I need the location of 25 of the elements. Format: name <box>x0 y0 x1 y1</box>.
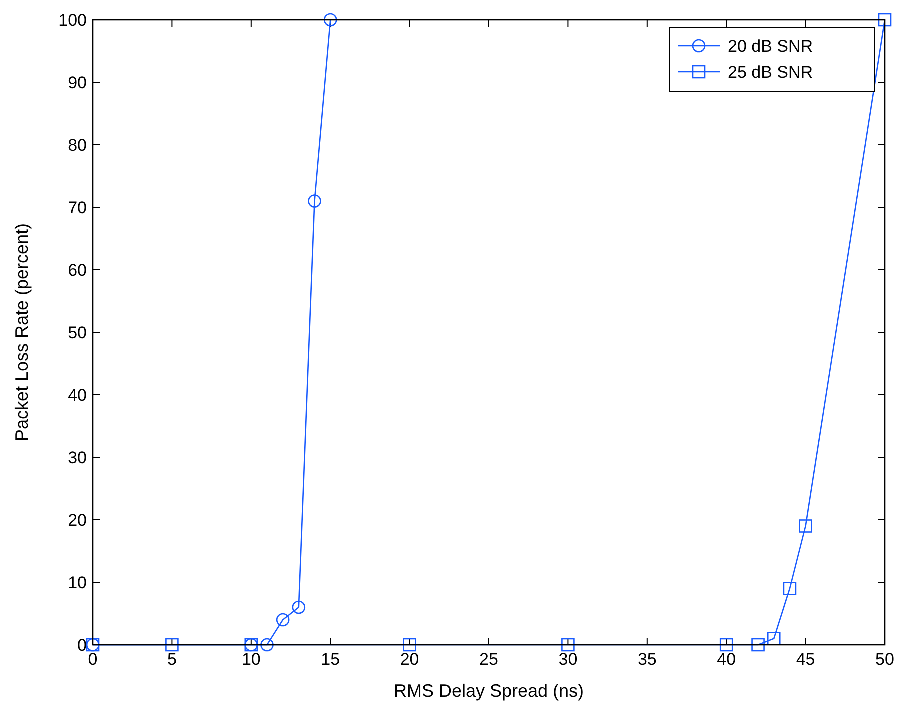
y-tick-label: 80 <box>68 136 87 155</box>
y-tick-label: 90 <box>68 73 87 92</box>
x-tick-label: 50 <box>876 650 894 669</box>
y-tick-label: 50 <box>68 323 87 342</box>
y-axis-title: Packet Loss Rate (percent) <box>12 223 32 442</box>
y-tick-label: 70 <box>68 198 87 218</box>
x-tick-label: 5 <box>167 650 177 669</box>
x-tick-label: 25 <box>480 650 498 669</box>
x-axis-title: RMS Delay Spread (ns) <box>394 681 584 701</box>
x-tick-label: 35 <box>638 650 657 669</box>
x-tick-label: 20 <box>400 650 420 669</box>
y-tick-label: 0 <box>78 636 87 655</box>
y-tick-label: 60 <box>68 260 87 280</box>
y-tick-label: 10 <box>68 573 87 592</box>
y-tick-label: 40 <box>68 386 87 405</box>
y-tick-label: 30 <box>68 448 87 468</box>
legend-label: 20 dB SNR <box>728 36 814 56</box>
y-tick-label: 100 <box>58 10 87 30</box>
y-tick-label: 20 <box>68 510 87 530</box>
x-tick-label: 15 <box>321 650 340 669</box>
x-tick-label: 45 <box>796 650 816 669</box>
x-tick-label: 30 <box>558 650 578 669</box>
x-tick-label: 40 <box>717 650 736 669</box>
legend-label: 25 dB SNR <box>728 62 814 82</box>
x-tick-label: 10 <box>242 650 261 669</box>
